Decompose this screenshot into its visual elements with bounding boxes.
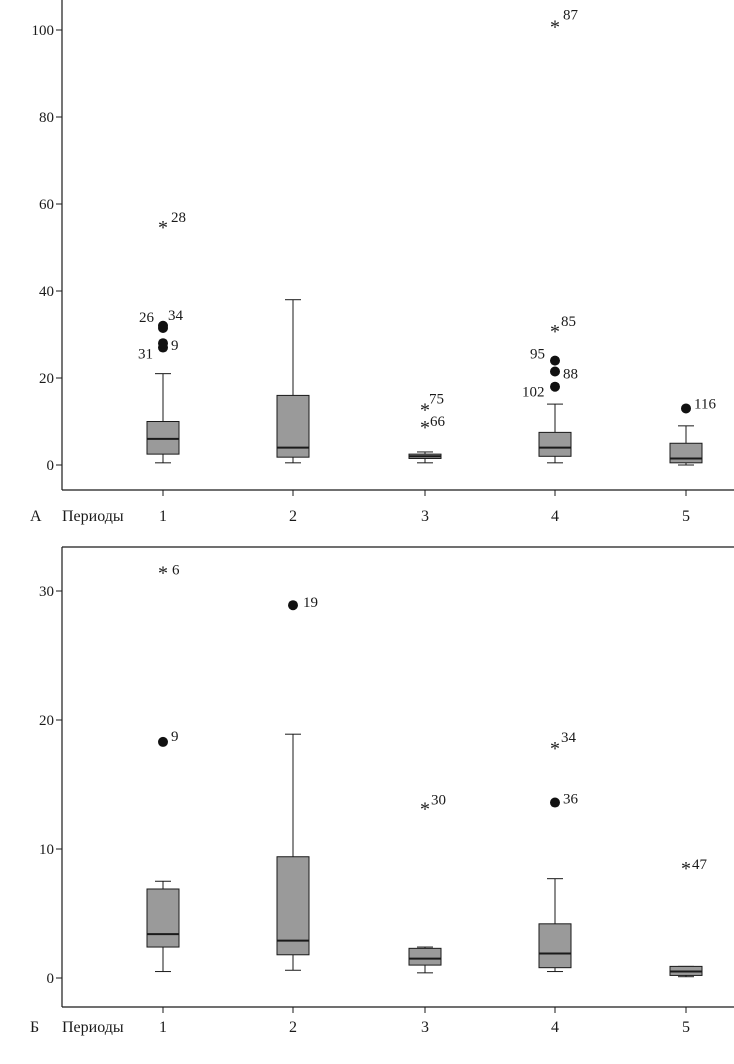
panel-b-category-label: 2 [289, 1019, 297, 1036]
panel-a-y-tick-label: 80 [39, 110, 54, 126]
panel-a-letter: А [30, 508, 42, 525]
panel-b-outlier-point [158, 736, 168, 747]
panel-b-extreme-point: * [550, 738, 560, 760]
panel-b-outlier-label: 19 [303, 595, 318, 611]
panel-b-letter: Б [30, 1019, 39, 1036]
panel-b-category-label: 1 [159, 1019, 167, 1036]
panel-a-outlier-point [550, 355, 560, 366]
panel-a-category-label: 5 [682, 508, 690, 525]
panel-b-extreme-point: * [681, 858, 691, 880]
panel-a-x-axis-title: Периоды [62, 508, 124, 525]
panel-b-y-tick-label: 10 [39, 842, 54, 858]
panel-a-extreme-point: * [158, 217, 168, 239]
panel-a-outlier-label: 116 [694, 396, 716, 412]
panel-a-extreme-point: * [550, 17, 560, 39]
panel-a-outlier-label: 102 [522, 385, 545, 401]
panel-b-outlier-label: 9 [171, 729, 179, 745]
panel-a-outlier-point [550, 381, 560, 392]
panel-a-y-tick-label: 40 [39, 284, 54, 300]
panel-b-y-tick-label: 30 [39, 584, 54, 600]
panel-b-box [276, 856, 310, 956]
panel-a-category-label: 4 [551, 508, 559, 525]
panel-a-outlier-label: 9 [171, 338, 179, 354]
panel-b-category-label: 4 [551, 1019, 559, 1036]
panel-b-x-axis-title: Периоды [62, 1019, 124, 1036]
panel-a-outlier-label: 26 [139, 310, 155, 326]
panel-a-outlier-label: 75 [429, 391, 444, 407]
panel-b-extreme-point: * [420, 799, 430, 821]
panel-a-outlier-label: 28 [171, 210, 186, 226]
panel-b-outlier-label: 47 [692, 857, 708, 873]
panel-a-outlier-point [681, 403, 691, 414]
panel-b-y-tick-label: 20 [39, 713, 54, 729]
panel-a-outlier-label: 88 [563, 366, 578, 382]
panel-a-y-tick-label: 100 [32, 23, 55, 39]
panel-a-category-label: 3 [421, 508, 429, 525]
panel-b-box [408, 947, 442, 966]
panel-a-outlier-label: 34 [168, 308, 184, 324]
panel-a-outlier-point [550, 366, 560, 377]
panel-a-box [669, 442, 703, 464]
panel-a-category-label: 2 [289, 508, 297, 525]
panel-a-extreme-point: * [420, 399, 430, 421]
panel-a-y-tick-label: 0 [47, 458, 55, 474]
panel-b-box [146, 888, 180, 948]
panel-b-outlier-label: 30 [431, 793, 446, 809]
panel-b-outlier-label: 34 [561, 730, 577, 746]
panel-a-outlier-point [158, 338, 168, 349]
panel-b-box [538, 923, 572, 969]
panel-a-box [538, 431, 572, 457]
panel-b-outlier-label: 36 [563, 792, 579, 808]
panel-b-category-label: 5 [682, 1019, 690, 1036]
panel-a-category-label: 1 [159, 508, 167, 525]
panel-b-outlier-point [288, 600, 298, 611]
panel-b-outlier-label: 6 [172, 563, 180, 579]
panel-a-box [146, 421, 180, 455]
panel-a-extreme-point: * [420, 417, 430, 439]
panel-b-outlier-point [550, 797, 560, 808]
panel-a-outlier-label: 66 [430, 414, 446, 430]
panel-a-outlier-label: 95 [530, 347, 545, 363]
panel-a-outlier-point [158, 320, 168, 331]
panel-a-y-tick-label: 60 [39, 197, 54, 213]
panel-a-outlier-label: 85 [561, 314, 576, 330]
panel-b-extreme-point: * [158, 563, 168, 585]
panel-a-y-tick-label: 20 [39, 371, 54, 387]
panel-a-extreme-point: * [550, 321, 560, 343]
panel-b-category-label: 3 [421, 1019, 429, 1036]
panel-a-outlier-label: 31 [138, 347, 153, 363]
panel-b-y-tick-label: 0 [47, 971, 55, 987]
panel-a-outlier-label: 87 [563, 8, 579, 24]
